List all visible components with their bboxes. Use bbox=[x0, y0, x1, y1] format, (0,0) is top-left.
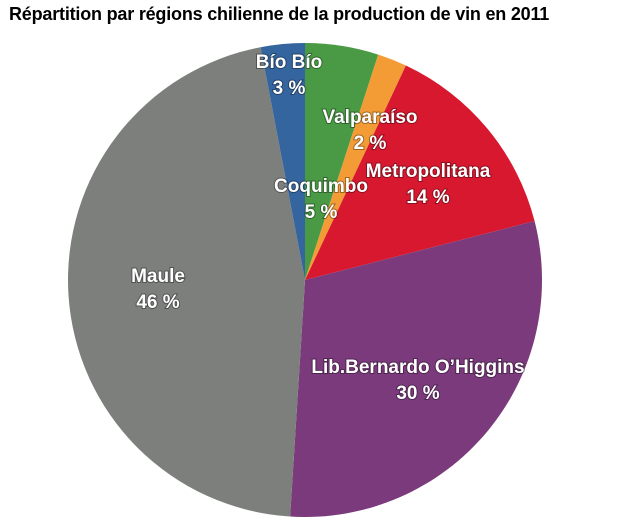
slice-label: Metropolitana bbox=[366, 161, 491, 182]
slice-label: Valparaíso bbox=[322, 107, 417, 128]
slice-label: Maule bbox=[131, 266, 185, 287]
pie-slice-maule bbox=[68, 47, 305, 517]
slice-value-label: 30 % bbox=[396, 383, 439, 404]
slice-label: Lib.Bernardo O’Higgins bbox=[311, 357, 524, 378]
chart-title: Répartition par régions chilienne de la … bbox=[9, 4, 550, 24]
slice-value-label: 14 % bbox=[406, 187, 449, 208]
pie-slice-lib-bernardo-o-higgins bbox=[290, 221, 542, 518]
slice-label: Coquimbo bbox=[274, 176, 368, 197]
pie-slice-b-o-b-o bbox=[260, 43, 305, 280]
slice-value-label: 46 % bbox=[136, 292, 179, 313]
slice-value-label: 3 % bbox=[273, 78, 306, 99]
pie-slice-coquimbo bbox=[305, 43, 379, 280]
pie-slice-metropolitana bbox=[305, 65, 535, 280]
slice-value-label: 2 % bbox=[354, 133, 387, 154]
pie-slice-valpara-so bbox=[305, 54, 406, 280]
slice-value-label: 5 % bbox=[305, 202, 338, 223]
slice-label: Bío Bío bbox=[256, 52, 323, 73]
